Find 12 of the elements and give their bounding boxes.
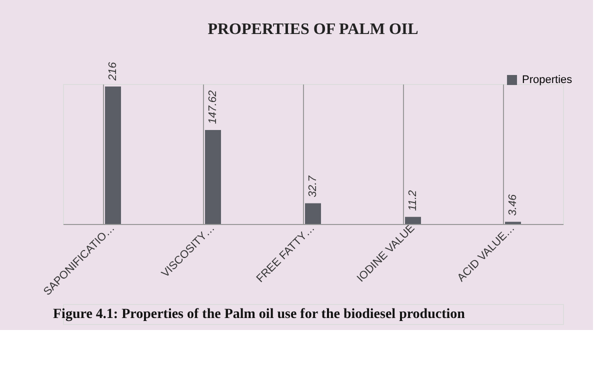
legend-label: Properties <box>522 74 573 86</box>
caption: Figure 4.1: Properties of the Palm oil use for the biodiesel production <box>53 307 466 322</box>
data-label: 11.2 <box>407 190 419 211</box>
data-label: 147.62 <box>207 90 219 124</box>
data-label: 3.46 <box>507 194 519 216</box>
bar <box>305 203 321 224</box>
bar <box>205 130 221 224</box>
data-label: 216 <box>107 61 119 82</box>
chart-title: PROPERTIES OF PALM OIL <box>208 21 418 38</box>
bar <box>405 216 421 224</box>
bar <box>105 86 121 224</box>
data-label: 32.7 <box>307 174 319 198</box>
